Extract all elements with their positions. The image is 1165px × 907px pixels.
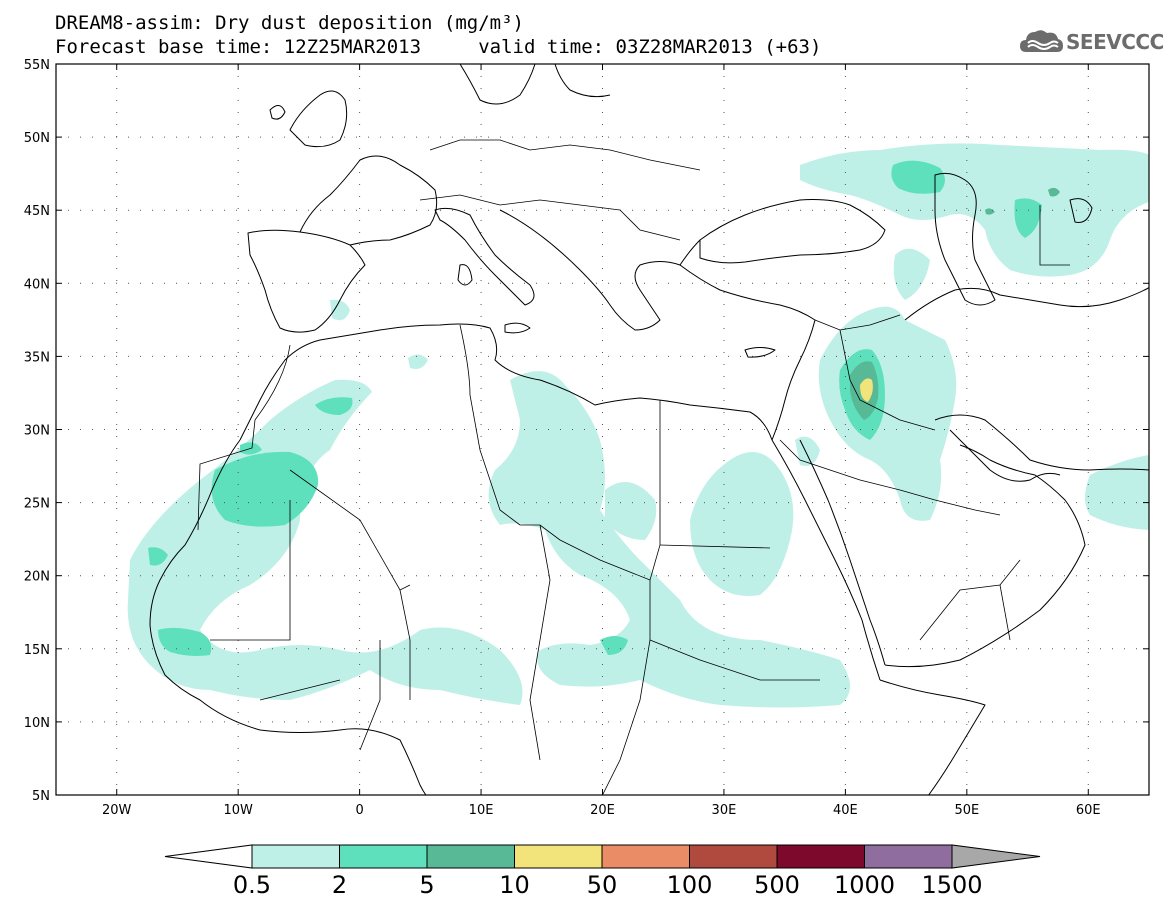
longitude-ticks <box>116 64 1089 795</box>
colorbar-swatch <box>776 844 865 869</box>
lon-tick-label: 60E <box>1076 803 1101 818</box>
lat-tick-label: 5N <box>32 789 50 804</box>
colorbar-label: 100 <box>667 871 713 899</box>
colorbar-swatch <box>426 844 515 869</box>
lat-tick-label: 25N <box>24 497 50 512</box>
colorbar-label: 2 <box>332 871 347 899</box>
lat-tick-label: 30N <box>24 424 50 439</box>
colorbar-label: 10 <box>499 871 530 899</box>
country-borders <box>197 139 1070 795</box>
lat-tick-label: 55N <box>24 58 50 73</box>
longitude-labels: 20W 10W 0 10E 20E 30E 40E 50E 60E <box>102 803 1101 818</box>
lon-tick-label: 40E <box>833 803 858 818</box>
lon-tick-label: 0 <box>355 803 363 818</box>
colorbar-label: 50 <box>587 871 618 899</box>
lon-tick-label: 20E <box>590 803 615 818</box>
lon-tick-label: 20W <box>102 803 132 818</box>
lon-tick-label: 30E <box>712 803 737 818</box>
forecast-time-line: Forecast base time: 12Z25MAR2013 valid t… <box>55 36 822 58</box>
logo-text: SEEVCCC <box>1066 30 1164 54</box>
lon-tick-label: 10W <box>223 803 253 818</box>
colorbar-swatch <box>339 844 428 869</box>
latitude-labels: 55N 50N 45N 40N 35N 30N 25N 20N 15N 10N 5N <box>24 58 50 804</box>
colorbar-swatch <box>251 844 340 869</box>
lat-tick-label: 40N <box>24 277 50 292</box>
lon-tick-label: 10E <box>469 803 494 818</box>
lon-tick-label: 50E <box>954 803 979 818</box>
lat-tick-label: 20N <box>24 570 50 585</box>
coastlines <box>149 64 1149 795</box>
lat-tick-label: 15N <box>24 643 50 658</box>
colorbar-swatch <box>689 844 778 869</box>
lat-tick-label: 50N <box>24 131 50 146</box>
colorbar-label: 5 <box>419 871 434 899</box>
colorbar-swatch <box>864 844 953 869</box>
colorbar-swatch <box>514 844 603 869</box>
colorbar-under-arrow <box>164 844 253 869</box>
latitude-ticks <box>56 63 1149 796</box>
cloud-icon <box>1020 30 1063 52</box>
lat-tick-label: 10N <box>24 716 50 731</box>
colorbar-label: 1500 <box>921 871 982 899</box>
chart-title: DREAM8-assim: Dry dust deposition (mg/m³… <box>55 12 524 34</box>
colorbar-label: 500 <box>754 871 800 899</box>
dust-deposition-shading <box>127 143 1149 708</box>
colorbar: 0.5 2 5 10 50 100 500 1000 1500 <box>164 844 1041 899</box>
colorbar-label: 0.5 <box>233 871 271 899</box>
seevccc-logo: SEEVCCC <box>1018 26 1164 58</box>
lat-tick-label: 45N <box>24 204 50 219</box>
lat-tick-label: 35N <box>24 350 50 365</box>
colorbar-swatch <box>601 844 690 869</box>
colorbar-over-arrow <box>951 844 1041 869</box>
colorbar-label: 1000 <box>834 871 895 899</box>
